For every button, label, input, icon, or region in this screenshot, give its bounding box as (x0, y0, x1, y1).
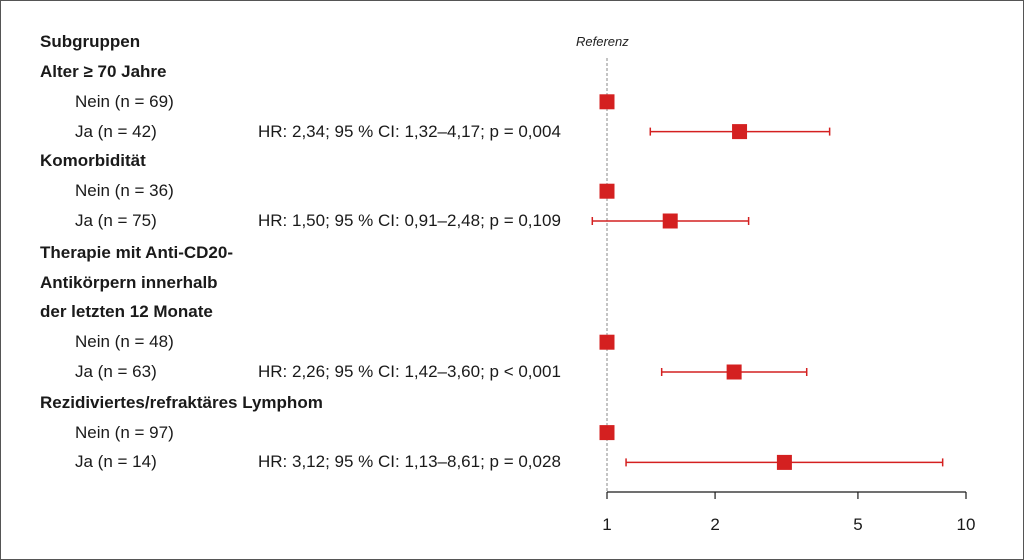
subgroup-label: Nein (n = 36) (75, 181, 174, 201)
x-tick-label: 1 (602, 515, 611, 534)
hr-marker (776, 454, 792, 470)
x-tick-label: 5 (853, 515, 862, 534)
reference-label: Referenz (576, 34, 629, 49)
hazard-ratio-text: HR: 1,50; 95 % CI: 0,91–2,48; p = 0,109 (258, 211, 561, 230)
subgroup-label: Nein (n = 48) (75, 332, 174, 352)
hr-marker (599, 334, 615, 350)
group-label: der letzten 12 Monate (40, 302, 213, 322)
hr-marker (662, 213, 678, 229)
subgroup-label: Ja (n = 42) (75, 121, 157, 141)
group-label: Antikörpern innerhalb (40, 272, 218, 292)
group-label: Komorbidität (40, 151, 146, 171)
hr-marker (732, 124, 748, 140)
subgroup-label: Ja (n = 14) (75, 452, 157, 472)
hr-marker (599, 183, 615, 199)
hr-marker (599, 94, 615, 110)
subgroup-label: Nein (n = 69) (75, 91, 174, 111)
subgroup-label: Ja (n = 63) (75, 362, 157, 381)
x-tick-label: 10 (957, 515, 976, 534)
hazard-ratio-text: HR: 3,12; 95 % CI: 1,13–8,61; p = 0,028 (258, 452, 561, 472)
subgroup-label: Ja (n = 75) (75, 211, 157, 230)
x-tick-label: 2 (710, 515, 719, 534)
hazard-ratio-text: HR: 2,34; 95 % CI: 1,32–4,17; p = 0,004 (258, 121, 561, 141)
hr-marker (599, 425, 615, 441)
column-header: Subgruppen (40, 32, 141, 51)
hazard-ratio-text: HR: 2,26; 95 % CI: 1,42–3,60; p < 0,001 (258, 362, 561, 381)
group-label: Therapie mit Anti-CD20- (40, 242, 234, 262)
hr-marker (726, 364, 742, 380)
group-label: Rezidiviertes/refraktäres Lymphom (40, 392, 323, 412)
subgroup-label: Nein (n = 97) (75, 422, 174, 442)
group-label: Alter ≥ 70 Jahre (40, 62, 167, 81)
